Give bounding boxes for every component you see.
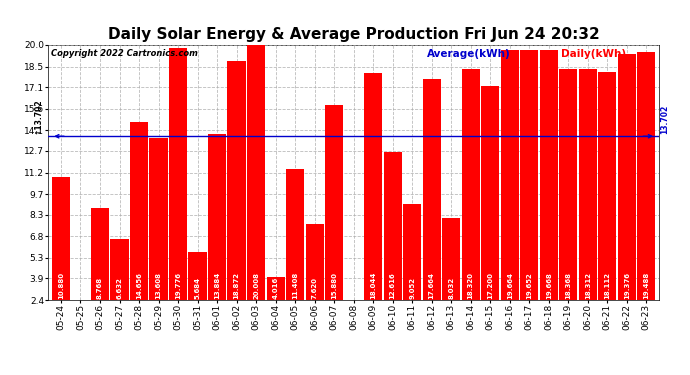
Text: 17.664: 17.664 [428, 272, 435, 299]
Text: 19.488: 19.488 [643, 272, 649, 299]
Text: Daily(kWh): Daily(kWh) [561, 49, 627, 59]
Text: 13.702: 13.702 [660, 105, 669, 134]
Text: 12.616: 12.616 [390, 273, 395, 299]
Bar [286, 170, 304, 335]
Bar [247, 45, 265, 335]
Bar [169, 48, 187, 335]
Bar [520, 50, 538, 335]
Text: 18.044: 18.044 [370, 272, 376, 299]
Bar [52, 177, 70, 335]
Bar [618, 54, 635, 335]
Text: 5.684: 5.684 [195, 277, 201, 299]
Text: 8.032: 8.032 [448, 277, 454, 299]
Bar [150, 138, 168, 335]
Title: Daily Solar Energy & Average Production Fri Jun 24 20:32: Daily Solar Energy & Average Production … [108, 27, 600, 42]
Bar [91, 208, 109, 335]
Text: 11.408: 11.408 [292, 272, 298, 299]
Bar [266, 277, 285, 335]
Text: 7.620: 7.620 [312, 277, 317, 299]
Text: Average(kWh): Average(kWh) [427, 49, 511, 59]
Bar [228, 62, 246, 335]
Text: 19.664: 19.664 [506, 272, 513, 299]
Text: 13.884: 13.884 [214, 272, 220, 299]
Text: 6.632: 6.632 [117, 278, 123, 299]
Text: 19.376: 19.376 [624, 272, 630, 299]
Text: 18.312: 18.312 [584, 272, 591, 299]
Text: 9.052: 9.052 [409, 277, 415, 299]
Bar [442, 218, 460, 335]
Bar [306, 224, 324, 335]
Text: 19.668: 19.668 [546, 272, 552, 299]
Bar [559, 69, 578, 335]
Bar [208, 134, 226, 335]
Text: 8.768: 8.768 [97, 277, 103, 299]
Bar [462, 69, 480, 335]
Text: Copyright 2022 Cartronics.com: Copyright 2022 Cartronics.com [51, 49, 198, 58]
Bar [422, 79, 441, 335]
Text: 20.008: 20.008 [253, 272, 259, 299]
Text: 19.652: 19.652 [526, 273, 532, 299]
Bar [188, 252, 206, 335]
Bar [364, 74, 382, 335]
Text: 15.880: 15.880 [331, 272, 337, 299]
Bar [579, 69, 597, 335]
Bar [540, 50, 558, 335]
Text: 18.368: 18.368 [565, 272, 571, 299]
Bar [501, 50, 519, 335]
Text: ↑13.702: ↑13.702 [33, 99, 42, 134]
Bar [130, 122, 148, 335]
Bar [110, 238, 128, 335]
Text: 18.872: 18.872 [234, 272, 239, 299]
Bar [403, 204, 421, 335]
Text: 10.880: 10.880 [58, 272, 64, 299]
Text: 18.320: 18.320 [468, 272, 473, 299]
Bar [384, 152, 402, 335]
Text: 13.608: 13.608 [155, 272, 161, 299]
Text: 14.656: 14.656 [136, 272, 142, 299]
Bar [325, 105, 343, 335]
Bar [598, 72, 616, 335]
Bar [637, 53, 656, 335]
Text: 17.200: 17.200 [487, 272, 493, 299]
Text: 18.112: 18.112 [604, 272, 610, 299]
Text: 19.776: 19.776 [175, 272, 181, 299]
Text: 4.016: 4.016 [273, 277, 279, 299]
Bar [481, 86, 500, 335]
